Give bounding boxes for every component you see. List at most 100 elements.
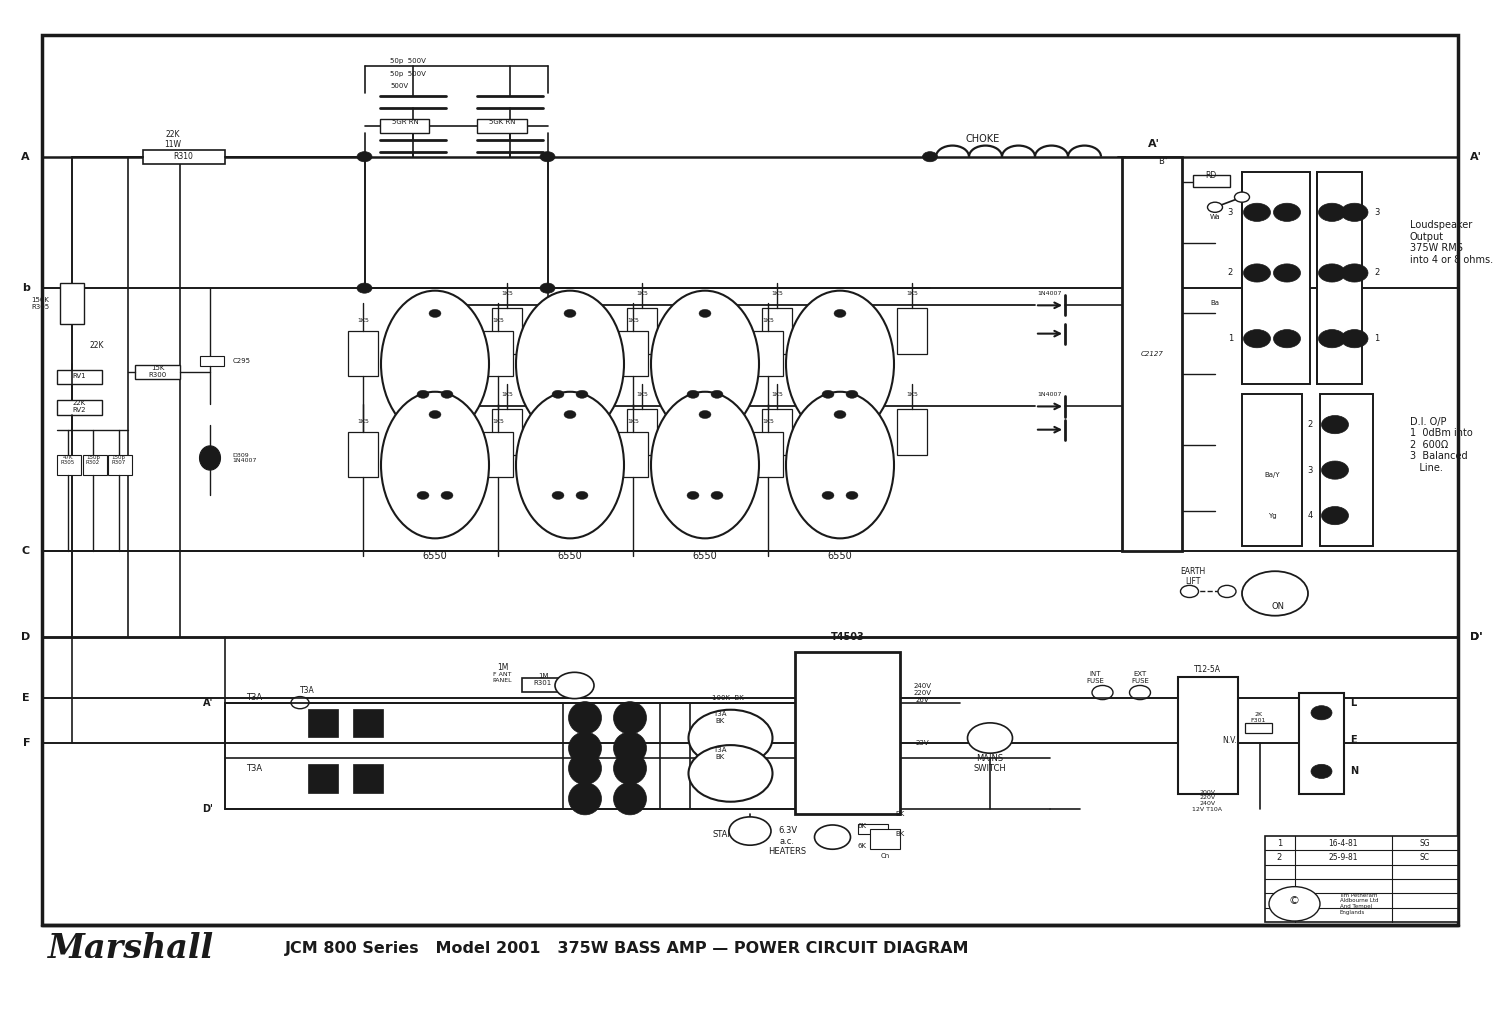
Text: 500V: 500V <box>390 83 408 89</box>
Circle shape <box>564 410 576 419</box>
Text: 1: 1 <box>1227 335 1233 343</box>
Circle shape <box>729 817 771 845</box>
Bar <box>308 764 338 793</box>
Text: 16-4-81: 16-4-81 <box>1329 839 1358 848</box>
Bar <box>1242 394 1302 546</box>
Text: D: D <box>21 632 30 642</box>
Text: 25-9-81: 25-9-81 <box>1329 853 1358 862</box>
Circle shape <box>1274 330 1300 348</box>
Bar <box>1299 693 1344 794</box>
Text: 1K5: 1K5 <box>762 420 774 424</box>
Bar <box>348 432 378 477</box>
Bar <box>870 829 900 849</box>
Text: C295: C295 <box>232 358 250 364</box>
Circle shape <box>562 401 578 411</box>
Bar <box>142 150 225 164</box>
Bar <box>897 409 927 455</box>
Circle shape <box>576 491 588 499</box>
Circle shape <box>1244 203 1270 221</box>
Text: 6550: 6550 <box>828 551 852 561</box>
Text: ON: ON <box>1272 603 1284 611</box>
Bar <box>308 709 338 737</box>
Circle shape <box>564 309 576 317</box>
Bar <box>1192 175 1230 187</box>
Text: A: A <box>21 152 30 162</box>
Circle shape <box>562 300 578 310</box>
Circle shape <box>576 390 588 398</box>
Text: 6K: 6K <box>858 823 867 829</box>
Circle shape <box>688 745 772 802</box>
Bar <box>380 119 429 133</box>
Text: BK: BK <box>896 811 904 817</box>
Circle shape <box>846 390 858 398</box>
Circle shape <box>922 152 938 162</box>
Ellipse shape <box>568 752 602 785</box>
Text: 1K5: 1K5 <box>501 291 513 295</box>
Text: SC: SC <box>1420 853 1430 862</box>
Text: RV1: RV1 <box>72 373 87 379</box>
Bar <box>1245 723 1272 733</box>
Circle shape <box>1311 706 1332 720</box>
Circle shape <box>1269 887 1320 921</box>
Ellipse shape <box>614 783 646 815</box>
Circle shape <box>427 401 442 411</box>
Bar <box>1264 836 1458 922</box>
Bar <box>753 331 783 376</box>
Bar <box>1242 172 1310 384</box>
Ellipse shape <box>614 732 646 764</box>
Text: STANDBY: STANDBY <box>712 830 752 838</box>
Circle shape <box>441 390 453 398</box>
Text: D': D' <box>1470 632 1482 642</box>
Bar <box>618 432 648 477</box>
Text: 3: 3 <box>1227 208 1233 216</box>
Circle shape <box>291 697 309 709</box>
Text: 6550: 6550 <box>693 450 717 460</box>
Text: E: E <box>1350 735 1356 745</box>
Text: 2: 2 <box>1306 421 1312 429</box>
Bar <box>522 678 564 692</box>
Text: 6550: 6550 <box>828 450 852 460</box>
Text: 2: 2 <box>1276 853 1282 862</box>
Text: 6550: 6550 <box>423 551 447 561</box>
Text: b: b <box>22 283 30 293</box>
Ellipse shape <box>381 391 489 538</box>
Text: SG: SG <box>1419 839 1431 848</box>
Text: A': A' <box>1470 152 1482 162</box>
Text: A': A' <box>202 698 213 708</box>
Circle shape <box>822 491 834 499</box>
Circle shape <box>1341 203 1368 221</box>
Ellipse shape <box>568 732 602 764</box>
Text: CHOKE: CHOKE <box>966 133 999 144</box>
Text: A': A' <box>1148 139 1160 149</box>
Text: T3A: T3A <box>300 686 315 695</box>
Bar <box>108 455 132 475</box>
Text: 22K
11W: 22K 11W <box>164 129 182 150</box>
Bar <box>348 331 378 376</box>
Text: Wa: Wa <box>1209 214 1221 220</box>
Circle shape <box>1244 264 1270 282</box>
Text: F: F <box>22 738 30 748</box>
Bar <box>82 455 106 475</box>
Text: 50p  500V: 50p 500V <box>390 58 426 64</box>
Circle shape <box>1318 330 1346 348</box>
Text: 200V
220V
240V
12V T10A: 200V 220V 240V 12V T10A <box>1192 790 1222 812</box>
Ellipse shape <box>200 446 220 470</box>
Ellipse shape <box>516 291 624 438</box>
Text: 6550: 6550 <box>558 551 582 561</box>
Text: C: C <box>22 546 30 556</box>
Circle shape <box>1218 585 1236 598</box>
Text: 4: 4 <box>1306 512 1312 520</box>
Text: 6550: 6550 <box>558 450 582 460</box>
Circle shape <box>1242 571 1308 616</box>
Text: 23V: 23V <box>915 740 930 746</box>
Text: 2: 2 <box>1227 269 1233 277</box>
Text: B": B" <box>1158 158 1167 166</box>
Text: Cn: Cn <box>880 853 890 859</box>
Text: N: N <box>1350 766 1358 776</box>
Bar <box>627 308 657 354</box>
Circle shape <box>698 300 712 310</box>
Circle shape <box>552 491 564 499</box>
Bar <box>200 356 223 366</box>
Text: T12-5A: T12-5A <box>1194 665 1221 673</box>
Circle shape <box>1092 685 1113 700</box>
